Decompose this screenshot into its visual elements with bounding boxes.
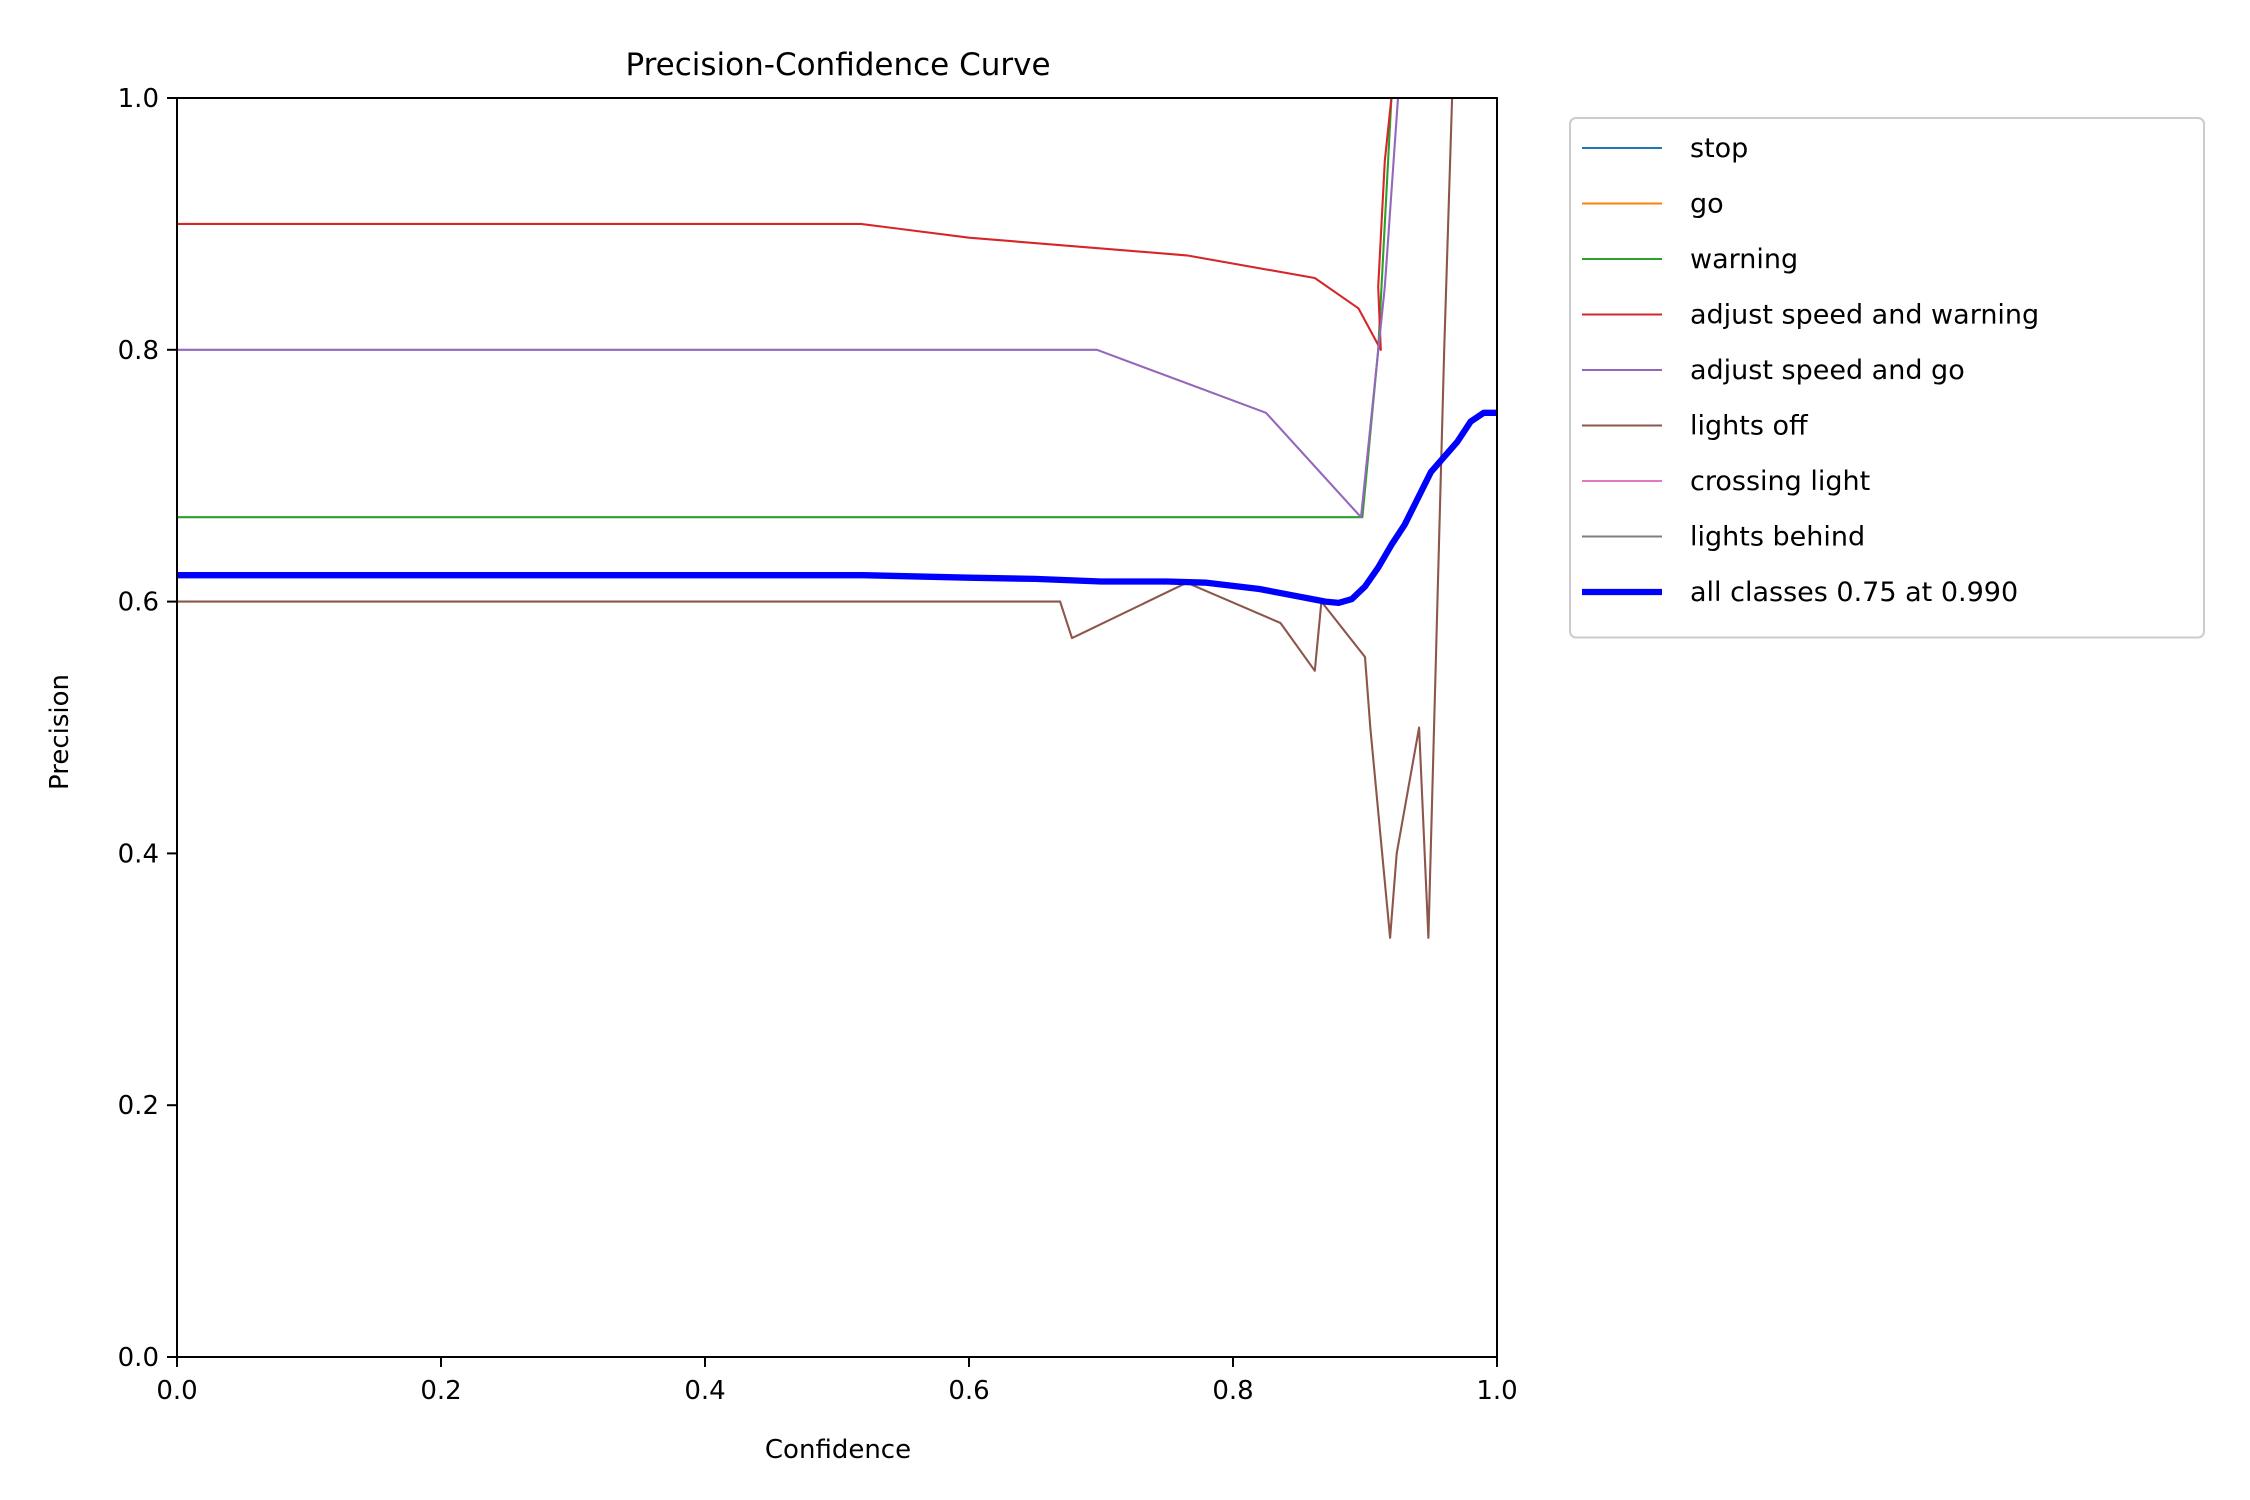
x-axis-label: Confidence <box>765 1435 911 1465</box>
legend-label-3: adjust speed and warning <box>1690 300 2039 331</box>
axes-layer: 0.0 0.2 0.4 0.6 0.8 1.0 0.0 0.2 0.4 0.6 0.8 1.0 <box>118 84 1518 1406</box>
plot-frame <box>176 97 1498 1358</box>
y-tick-label: 1.0 <box>118 84 159 114</box>
x-tick-label: 0.6 <box>948 1376 989 1406</box>
x-tick-label: 0.2 <box>420 1376 461 1406</box>
x-tick-label: 0.4 <box>684 1376 725 1406</box>
x-tick-label: 1.0 <box>1476 1376 1517 1406</box>
x-tick-label: 0.0 <box>156 1376 197 1406</box>
y-tick-label: 0.8 <box>118 336 159 366</box>
chart-title: Precision-Confidence Curve <box>625 47 1050 83</box>
legend-label-4: adjust speed and go <box>1690 355 1965 386</box>
y-tick-label: 0.0 <box>118 1343 159 1373</box>
legend-label-6: crossing light <box>1690 466 1870 497</box>
legend-label-2: warning <box>1690 244 1798 275</box>
y-axis-label: Precision <box>45 674 75 790</box>
legend: stop go warning adjust speed and warning adj… <box>1569 117 2205 639</box>
legend-label-8: all classes 0.75 at 0.990 <box>1690 577 2018 608</box>
legend-label-0: stop <box>1690 133 1748 164</box>
legend-label-1: go <box>1690 189 1724 220</box>
series-line-2 <box>177 96 1393 519</box>
legend-label-7: lights behind <box>1690 522 1865 553</box>
series-layer <box>177 96 1497 939</box>
legend-box <box>1569 117 2205 639</box>
series-line-5 <box>177 96 1454 939</box>
x-tick-label: 0.8 <box>1212 1376 1253 1406</box>
legend-label-5: lights off <box>1690 411 1809 442</box>
y-tick-label: 0.2 <box>118 1091 159 1121</box>
series-line-3 <box>177 96 1393 351</box>
series-line-8 <box>177 409 1497 607</box>
series-line-4 <box>177 96 1400 519</box>
y-tick-label: 0.4 <box>118 839 159 869</box>
y-tick-label: 0.6 <box>118 588 159 618</box>
